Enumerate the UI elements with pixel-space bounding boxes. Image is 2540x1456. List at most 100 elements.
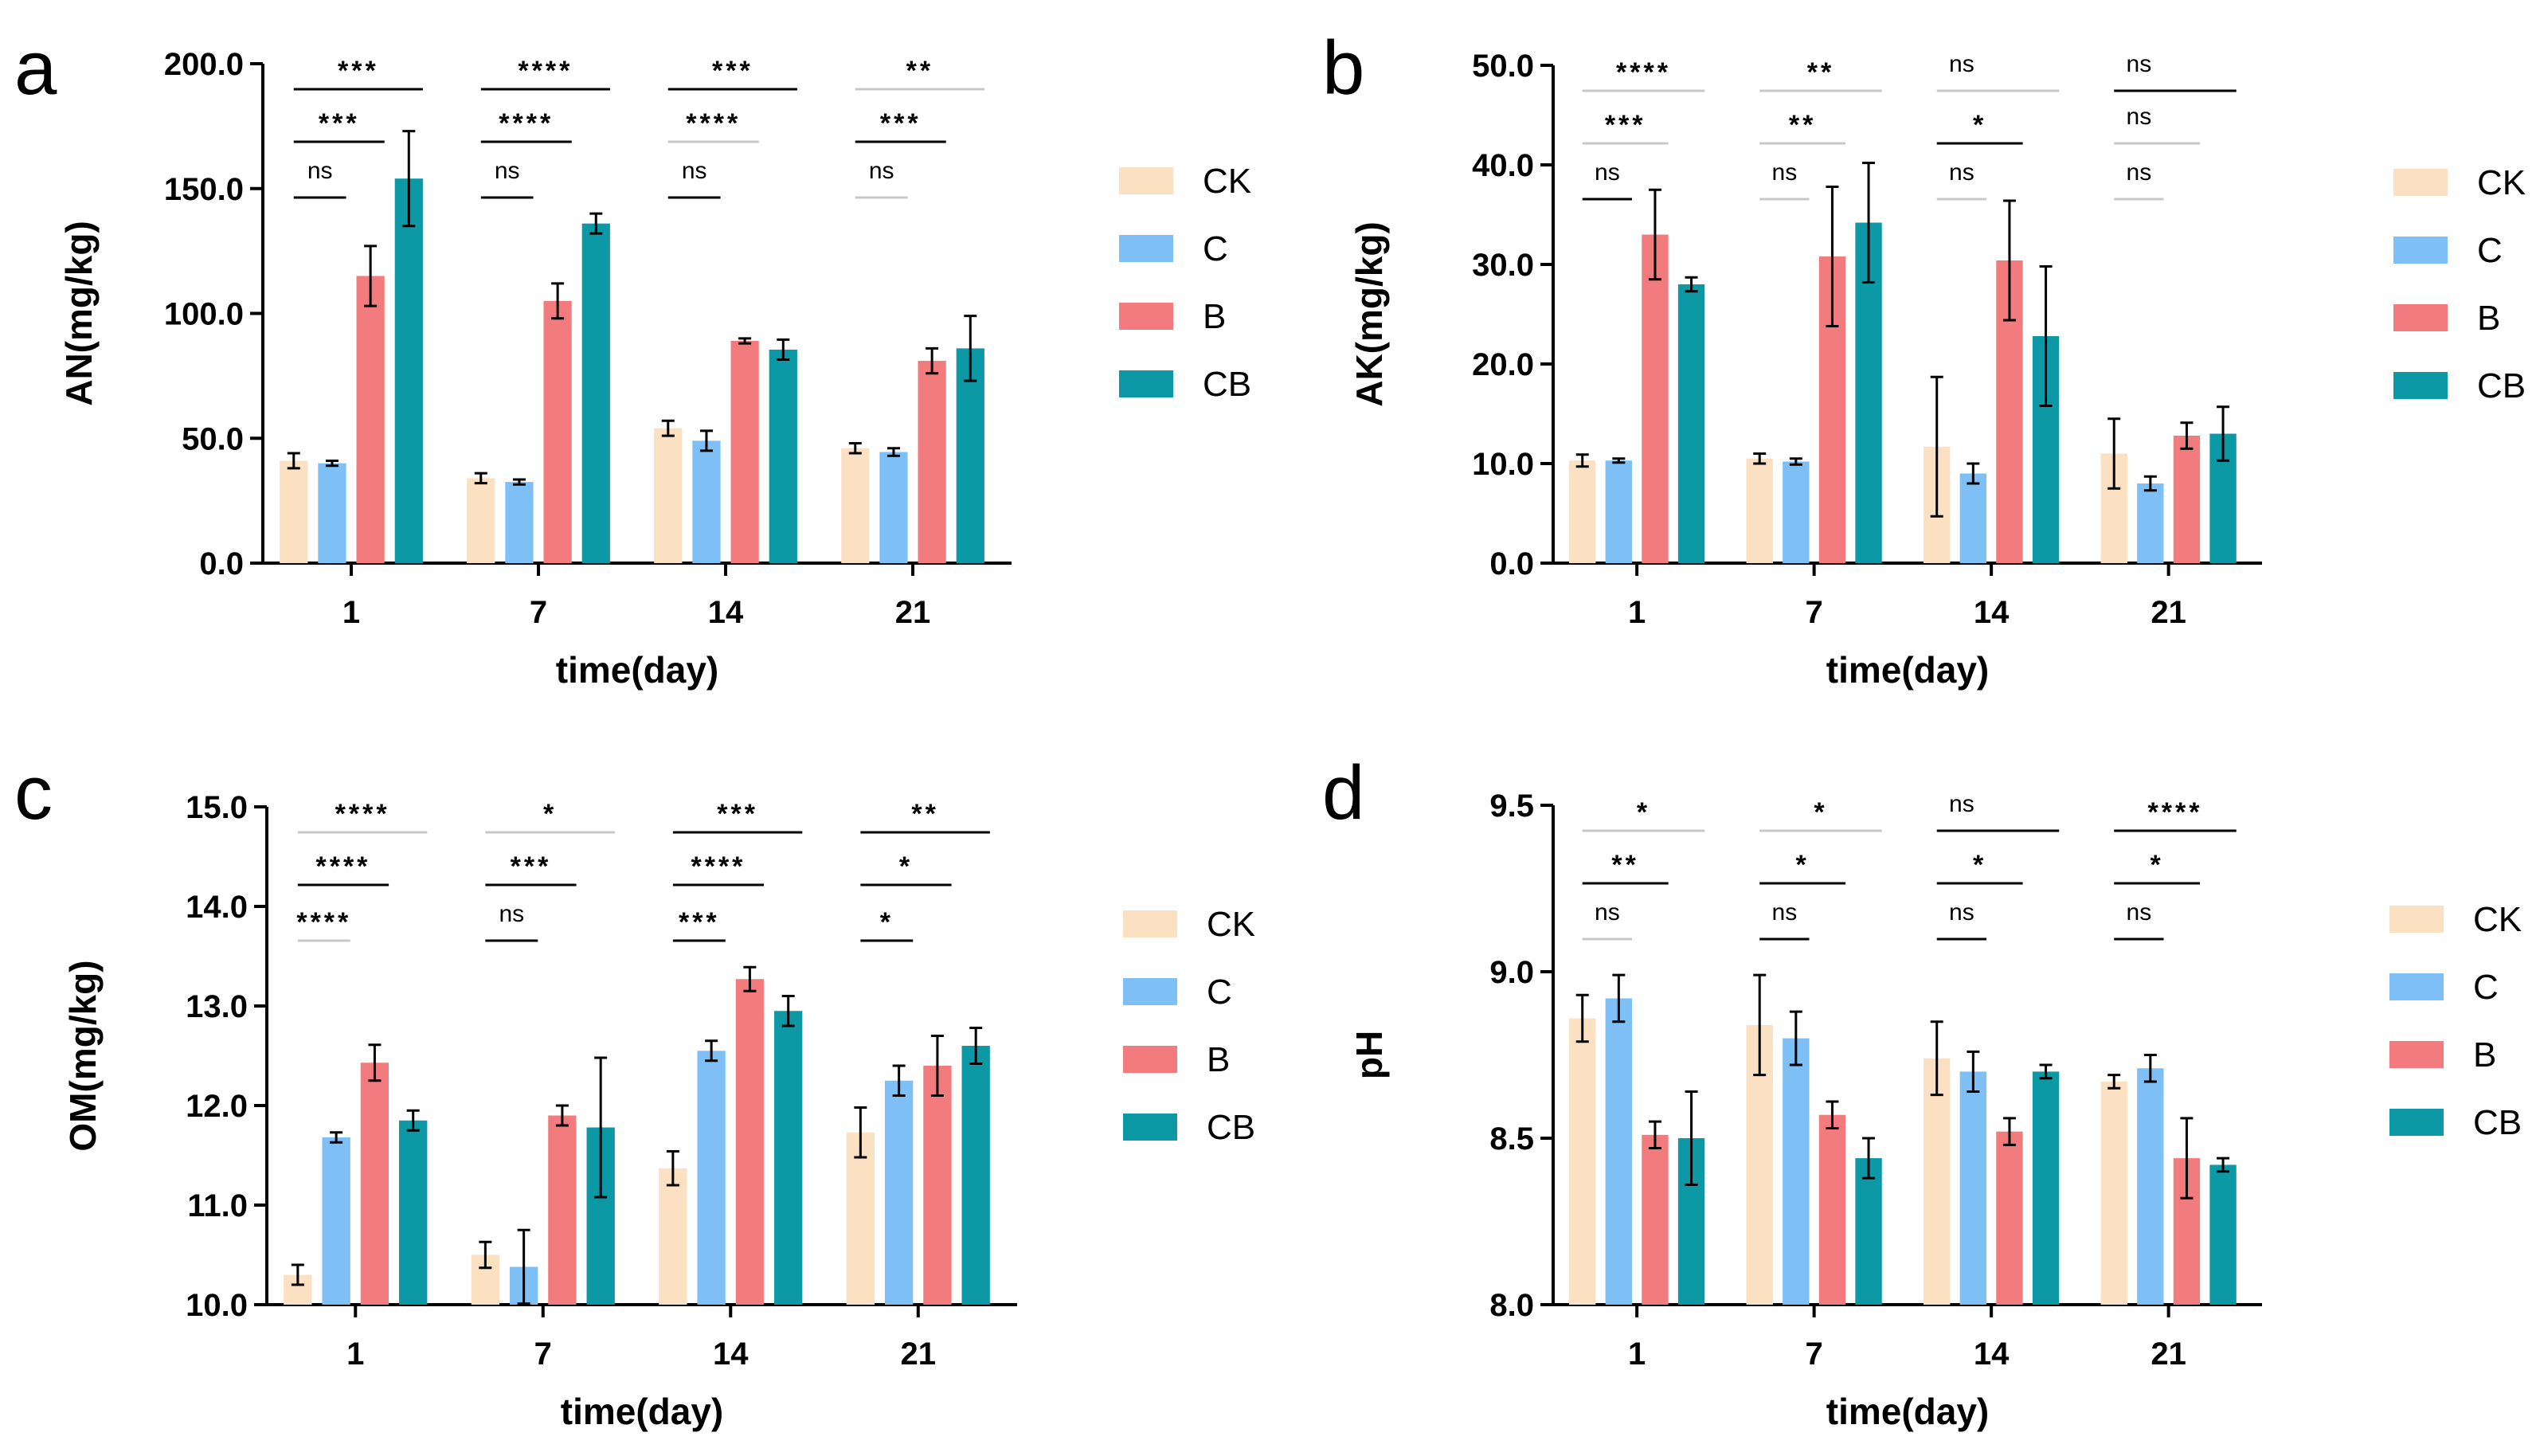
y-tick-label: 50.0 [182, 421, 244, 456]
y-tick-label: 9.0 [1489, 955, 1534, 990]
bar-cb-day-1 [1677, 284, 1705, 563]
y-axis-title: AK(mg/kg) [1348, 221, 1390, 407]
bar-b-day-1 [356, 276, 385, 563]
x-tick-label: 14 [1974, 1337, 2010, 1372]
bar-c-day-1 [1605, 998, 1633, 1305]
bar-c-day-7 [1783, 1038, 1810, 1305]
x-tick-label: 14 [708, 595, 744, 630]
y-tick-label: 20.0 [1472, 347, 1534, 382]
legend-label-c: C [2477, 231, 2503, 270]
panel-letter: a [14, 25, 57, 111]
x-tick-label: 21 [901, 1337, 937, 1372]
y-tick-label: 10.0 [186, 1288, 248, 1323]
bar-ck-day-14 [659, 1168, 687, 1305]
significance-label: ns [1949, 159, 1974, 186]
legend-swatch-cb [2393, 372, 2448, 399]
legend-label-b: B [1207, 1040, 1230, 1079]
bar-cb-day-7 [1855, 1158, 1882, 1305]
bar-cb-day-1 [394, 178, 423, 563]
significance-label: *** [1605, 110, 1646, 140]
legend-label-ck: CK [1207, 905, 1255, 944]
significance-label: **** [335, 799, 390, 829]
significance-label: ns [2127, 51, 2152, 77]
significance-label: * [899, 851, 913, 882]
significance-label: * [1637, 797, 1650, 828]
y-tick-label: 10.0 [1472, 447, 1534, 482]
significance-label: ** [1807, 57, 1834, 88]
significance-label: ns [682, 158, 707, 184]
y-tick-label: 0.0 [199, 546, 244, 581]
bar-c-day-14 [1959, 1071, 1987, 1305]
significance-label: ns [1949, 791, 1974, 817]
significance-label: *** [679, 907, 720, 937]
legend-label-c: C [2473, 968, 2499, 1007]
bar-ck-day-21 [846, 1132, 875, 1305]
significance-label: *** [712, 56, 753, 86]
bar-b-day-7 [548, 1115, 577, 1305]
panel-b: b 0.0 10.0 20.0 30.0 40.0 50.0 AK(mg/kg) time(da… [1322, 25, 2526, 691]
x-tick-label: 1 [1628, 1337, 1646, 1372]
bar-cb-day-21 [956, 348, 984, 563]
significance-label: ** [1789, 110, 1816, 140]
legend-swatch-cb [2389, 1109, 2444, 1136]
significance-label: *** [338, 56, 379, 86]
bar-b-day-14 [1996, 1131, 2023, 1305]
legend-swatch-cb [1123, 1114, 1177, 1141]
significance-label: **** [686, 108, 741, 139]
significance-label: **** [1616, 57, 1671, 88]
y-tick-label: 40.0 [1472, 148, 1534, 183]
bar-b-day-21 [2173, 436, 2201, 563]
legend-swatch-ck [1119, 167, 1173, 194]
bar-ck-day-7 [467, 478, 495, 563]
significance-label: * [543, 799, 557, 829]
significance-label: **** [296, 907, 351, 937]
legend-label-c: C [1207, 973, 1232, 1012]
y-tick-label: 200.0 [164, 47, 244, 82]
significance-label: ns [1772, 159, 1798, 186]
significance-label: * [1973, 110, 1986, 140]
y-tick-label: 50.0 [1472, 49, 1534, 84]
x-tick-label: 1 [346, 1337, 364, 1372]
bar-b-day-7 [1818, 1114, 1846, 1305]
significance-label: * [880, 907, 894, 937]
legend-label-ck: CK [2473, 900, 2522, 939]
bar-b-day-14 [735, 979, 765, 1305]
bar-ck-day-21 [2100, 1081, 2127, 1305]
legend-label-ck: CK [1203, 162, 1251, 201]
bar-b-day-1 [1642, 234, 1669, 563]
significance-label: ** [1611, 850, 1638, 880]
x-tick-label: 1 [1628, 595, 1646, 630]
legend-swatch-ck [1123, 910, 1177, 937]
y-axis-title: OM(mg/kg) [62, 960, 104, 1151]
legend-swatch-b [2389, 1041, 2444, 1068]
bar-c-day-21 [879, 452, 908, 563]
bar-b-day-1 [360, 1063, 389, 1305]
legend-swatch-c [1123, 978, 1177, 1005]
x-tick-label: 7 [530, 595, 547, 630]
significance-label: *** [319, 108, 360, 139]
y-axis-title: pH [1348, 1031, 1390, 1079]
x-axis-title: time(day) [1826, 1391, 1989, 1432]
significance-label: *** [880, 108, 922, 139]
significance-label: * [1973, 850, 1986, 880]
y-tick-label: 0.0 [1489, 546, 1534, 581]
x-tick-label: 21 [895, 595, 931, 630]
bar-ck-day-14 [654, 428, 683, 563]
bar-ck-day-14 [1924, 1058, 1951, 1305]
y-tick-label: 8.5 [1489, 1121, 1534, 1157]
legend-label-c: C [1203, 229, 1228, 268]
bar-c-day-7 [1783, 461, 1810, 563]
legend-label-cb: CB [1203, 365, 1251, 404]
legend-swatch-ck [2393, 169, 2448, 196]
legend-label-cb: CB [2477, 366, 2526, 405]
panel-c: c 10.0 11.0 12.0 13.0 14.0 15.0 OM(mg/kg) time(d… [14, 750, 1255, 1432]
bar-b-day-1 [1642, 1134, 1669, 1305]
significance-label: **** [2148, 797, 2203, 828]
x-tick-label: 21 [2151, 595, 2186, 630]
significance-label: **** [518, 56, 573, 86]
x-axis-title: time(day) [556, 649, 718, 691]
legend-swatch-b [1123, 1046, 1177, 1073]
y-axis-title: AN(mg/kg) [58, 221, 100, 406]
bar-c-day-1 [322, 1137, 350, 1305]
